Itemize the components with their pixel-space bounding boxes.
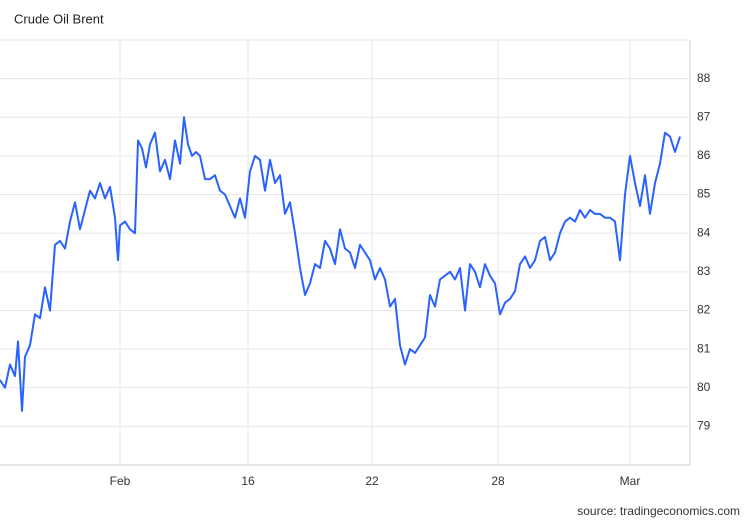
y-tick-label: 84 <box>697 225 711 239</box>
y-tick-label: 85 <box>697 187 711 201</box>
x-tick-label: Feb <box>110 474 131 488</box>
source-note: source: tradingeconomics.com <box>577 504 740 518</box>
y-tick-label: 82 <box>697 303 711 317</box>
x-tick-label: 28 <box>491 474 505 488</box>
y-tick-label: 81 <box>697 341 711 355</box>
y-tick-label: 88 <box>697 71 711 85</box>
x-tick-label: Mar <box>620 474 641 488</box>
price-line <box>0 116 681 412</box>
x-tick-label: 22 <box>365 474 379 488</box>
x-tick-label: 16 <box>241 474 255 488</box>
y-tick-label: 80 <box>697 380 711 394</box>
y-tick-label: 83 <box>697 264 711 278</box>
y-tick-label: 87 <box>697 109 711 123</box>
chart-title: Crude Oil Brent <box>14 11 104 26</box>
y-tick-label: 79 <box>697 419 711 433</box>
y-tick-label: 86 <box>697 148 711 162</box>
